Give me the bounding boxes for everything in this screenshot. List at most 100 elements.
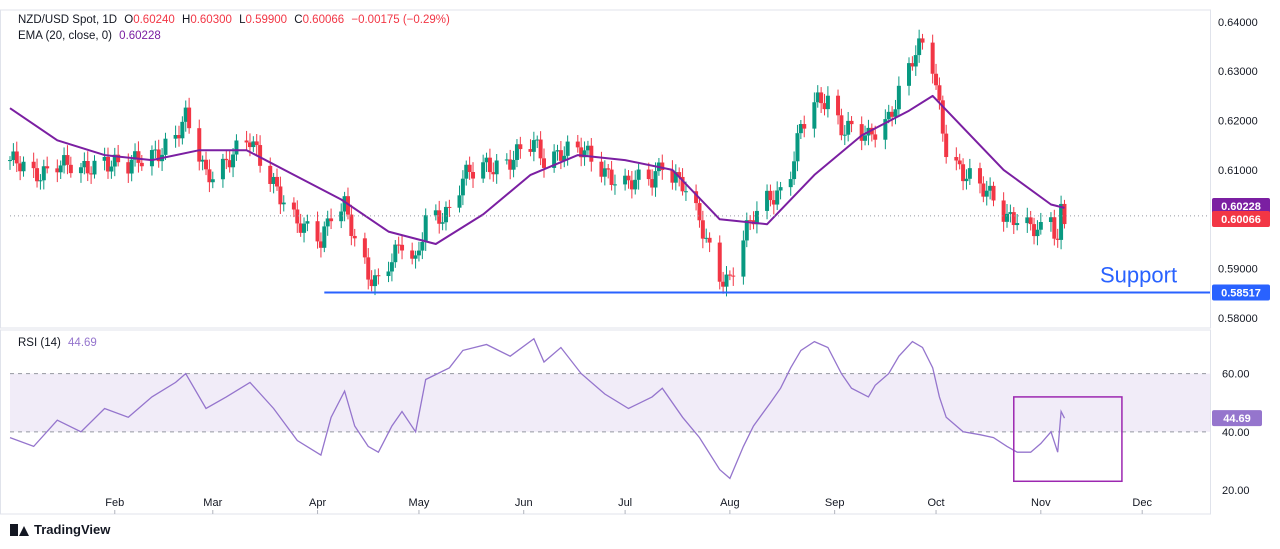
candle-body — [109, 166, 114, 172]
candle-body — [389, 262, 394, 272]
candle-body — [802, 124, 807, 129]
candle-body — [14, 151, 19, 164]
change-value: −0.00175 (−0.29%) — [351, 14, 450, 26]
candle-body — [1028, 217, 1033, 225]
candle-body — [318, 241, 323, 248]
candle-body — [778, 187, 783, 191]
candle-body — [18, 163, 23, 172]
candle-body — [224, 158, 229, 161]
candle-body — [606, 168, 611, 170]
candle-body — [863, 135, 868, 141]
candle-body — [443, 206, 448, 223]
candle-body — [582, 150, 587, 158]
ema-header: EMA (20, close, 0) 0.60228 — [18, 30, 165, 42]
candle-body — [339, 211, 344, 222]
tradingview-logo[interactable]: TradingView — [10, 522, 110, 537]
candle-body — [977, 168, 982, 184]
ema-value: 0.60228 — [119, 30, 161, 42]
candle-body — [964, 178, 969, 182]
candle-body — [231, 154, 236, 168]
candle-body — [518, 144, 523, 150]
candle-body — [558, 150, 563, 161]
candle-body — [839, 115, 844, 136]
candle-body — [274, 176, 279, 187]
ema-price-tag-bg — [1212, 198, 1270, 215]
candle-body — [302, 223, 307, 233]
candle-body — [373, 275, 378, 287]
candle-body — [447, 206, 452, 208]
candle-body — [575, 141, 580, 148]
candle-body — [707, 237, 712, 243]
candle-body — [579, 147, 584, 158]
rsi-header: RSI (14) 44.69 — [18, 337, 101, 349]
candle-body — [149, 150, 154, 167]
candle-body — [744, 220, 749, 241]
candle-body — [775, 190, 780, 205]
candle-body — [187, 107, 192, 129]
candle-body — [1008, 212, 1013, 214]
candle-body — [1001, 200, 1006, 222]
candle-body — [163, 138, 168, 155]
candle-body — [68, 164, 73, 174]
candle-body — [136, 151, 141, 163]
candle-body — [254, 141, 259, 146]
candle-body — [89, 173, 94, 175]
candle-body — [200, 159, 205, 162]
candle-body — [291, 202, 296, 210]
rsi-highlight-box — [1013, 396, 1123, 483]
candle-body — [815, 92, 820, 103]
price-header: NZD/USD Spot, 1D O0.60240 H0.60300 L0.59… — [18, 14, 450, 26]
support-label: Support — [1100, 262, 1177, 287]
support-price-tag: 0.58517 — [1221, 287, 1261, 299]
candle-body — [724, 274, 729, 287]
candle-body — [636, 169, 641, 180]
candle-body — [207, 169, 212, 183]
candle-body — [487, 157, 492, 173]
candle-body — [386, 271, 391, 277]
candle-body — [467, 164, 472, 173]
candle-body — [1048, 217, 1053, 223]
candle-body — [139, 162, 144, 167]
candle-body — [352, 235, 357, 239]
candle-body — [251, 141, 256, 148]
candle-body — [920, 38, 925, 43]
candle-body — [393, 244, 398, 263]
candle-body — [484, 157, 489, 163]
candle-body — [825, 95, 830, 110]
candle-body — [437, 210, 442, 224]
candle-body — [31, 161, 36, 169]
candle-body — [822, 103, 827, 110]
candle-body — [278, 186, 283, 205]
candle-body — [653, 171, 658, 188]
candle-body — [220, 158, 225, 180]
candle-body — [1055, 238, 1060, 240]
support-price-tag-bg — [1212, 284, 1270, 301]
candle-body — [795, 133, 800, 162]
candle-body — [21, 161, 26, 172]
candle-body — [41, 166, 46, 181]
candle-body — [883, 119, 888, 140]
candle-body — [460, 178, 465, 196]
candle-body — [11, 151, 16, 161]
candle-body — [1025, 217, 1030, 224]
ema-line — [9, 94, 1065, 245]
x-axis-tick: Aug — [720, 497, 740, 509]
rsi-axis-tick: 20.00 — [1222, 485, 1250, 497]
candle-body — [1015, 223, 1020, 226]
candle-body — [704, 237, 709, 239]
candle-body — [626, 175, 631, 181]
candle-body — [504, 159, 509, 161]
candles — [8, 29, 1067, 297]
candle-body — [957, 160, 962, 165]
ema-price-tag: 0.60228 — [1221, 201, 1261, 213]
candle-body — [602, 168, 607, 177]
x-axis-tick: Jun — [515, 497, 533, 509]
price-axis-tick: 0.62000 — [1218, 116, 1258, 128]
candle-body — [910, 63, 915, 67]
candle-body — [798, 124, 803, 134]
candle-body — [112, 154, 117, 167]
tradingview-label: TradingView — [34, 522, 111, 537]
candle-body — [646, 169, 651, 180]
candle-body — [552, 151, 557, 168]
